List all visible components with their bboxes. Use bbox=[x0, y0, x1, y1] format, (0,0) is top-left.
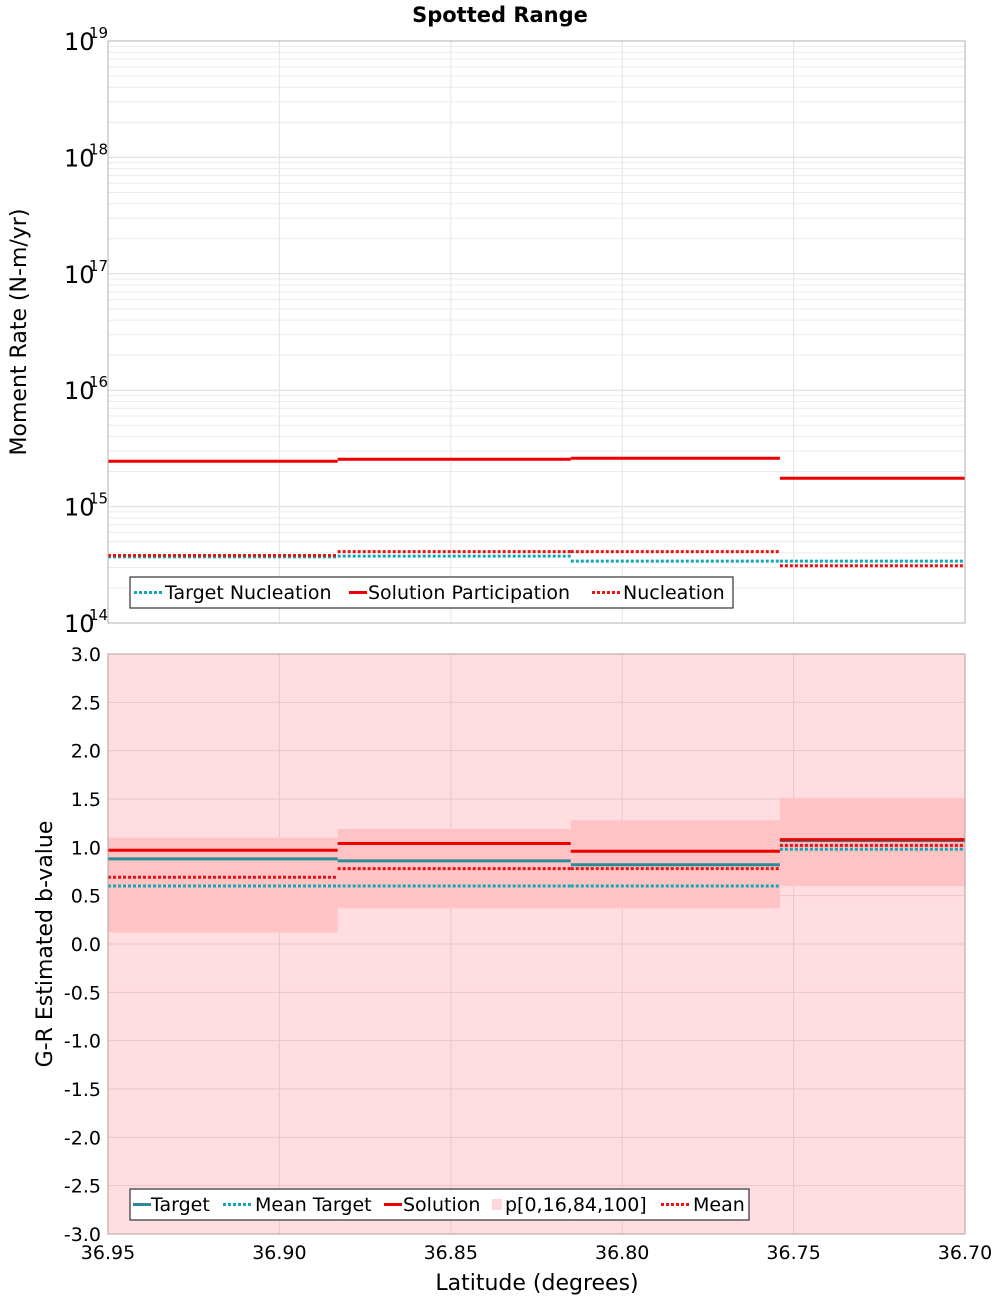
bottom-y-tick-label: -1.0 bbox=[64, 1031, 101, 1053]
top-plot-area bbox=[108, 41, 965, 623]
bottom-legend: Target Mean Target Solution p[0,16,84,100] M… bbox=[129, 1188, 750, 1221]
top-y-tick-label-exponent: 16 bbox=[89, 373, 108, 391]
top-y-tick-label-exponent: 17 bbox=[89, 257, 108, 275]
bottom-plot-frame bbox=[107, 653, 966, 1235]
bottom-y-tick-label: 2.0 bbox=[71, 741, 101, 763]
bottom-y-tick-label: 3.0 bbox=[71, 644, 101, 666]
bottom-legend-label: Target bbox=[150, 1194, 210, 1216]
bottom-panel: 3.0 2.5 2.0 1.5 1.0 0.5 0.0 -0.5 -1.0 -1.5 -2.0 -2.… bbox=[64, 644, 992, 1264]
chart-title: Spotted Range bbox=[412, 3, 588, 27]
top-y-tick-label-exponent: 18 bbox=[89, 140, 108, 158]
top-legend-box bbox=[129, 576, 734, 609]
bottom-y-tick-label: 1.0 bbox=[71, 837, 101, 859]
x-tick-label: 36.80 bbox=[595, 1242, 649, 1264]
x-tick-label: 36.95 bbox=[81, 1242, 135, 1264]
bottom-y-tick-label: -3.0 bbox=[64, 1224, 101, 1246]
x-tick-label: 36.70 bbox=[938, 1242, 992, 1264]
top-series-nucleation bbox=[108, 550, 965, 568]
bottom-y-tick-label: -1.5 bbox=[64, 1079, 101, 1101]
top-y-axis-label: Moment Rate (N-m/yr) bbox=[7, 209, 32, 456]
bottom-y-tick-label: 0.5 bbox=[71, 886, 101, 908]
x-axis-label: Latitude (degrees) bbox=[435, 1271, 638, 1296]
top-legend-label: Nucleation bbox=[623, 582, 725, 604]
bottom-series-mean-target bbox=[108, 847, 965, 888]
top-y-tick-label-base: 10 bbox=[64, 144, 95, 172]
top-legend-label: Target Nucleation bbox=[164, 582, 332, 604]
top-y-tick-label-exponent: 14 bbox=[89, 606, 108, 624]
top-plot-frame bbox=[107, 40, 966, 624]
top-legend: Target Nucleation Solution Participation N… bbox=[129, 576, 734, 609]
top-y-tick-label-base: 10 bbox=[64, 261, 95, 289]
x-tick-label: 36.75 bbox=[766, 1242, 820, 1264]
bottom-y-tick-label: 0.0 bbox=[71, 934, 101, 956]
bottom-legend-label: Mean bbox=[693, 1194, 745, 1216]
top-legend-label: Solution Participation bbox=[368, 582, 570, 604]
top-series-solution-participation bbox=[108, 456, 965, 480]
bottom-y-axis-label: G-R Estimated b-value bbox=[33, 821, 58, 1068]
bottom-legend-label: p[0,16,84,100] bbox=[505, 1194, 647, 1216]
bottom-y-tick-label: -2.5 bbox=[64, 1176, 101, 1198]
bottom-y-tick-label: 1.5 bbox=[71, 789, 101, 811]
bottom-y-tick-label: -0.5 bbox=[64, 982, 101, 1004]
bottom-legend-swatch bbox=[492, 1199, 502, 1210]
top-y-tick-label-base: 10 bbox=[64, 494, 95, 522]
bottom-series-solution bbox=[108, 838, 965, 853]
top-y-tick-label-exponent: 15 bbox=[89, 490, 108, 508]
bottom-y-tick-label: 2.5 bbox=[71, 692, 101, 714]
bottom-series-mean bbox=[108, 843, 965, 879]
x-tick-label: 36.90 bbox=[252, 1242, 306, 1264]
bottom-y-tick-label: -2.0 bbox=[64, 1127, 101, 1149]
top-y-tick-label-base: 10 bbox=[64, 610, 95, 638]
top-y-tick-label-base: 10 bbox=[64, 28, 95, 56]
bottom-legend-label: Mean Target bbox=[255, 1194, 372, 1216]
bottom-legend-label: Solution bbox=[403, 1194, 480, 1216]
top-y-tick-label-exponent: 19 bbox=[89, 24, 108, 42]
top-y-tick-label-base: 10 bbox=[64, 377, 95, 405]
x-tick-label: 36.85 bbox=[424, 1242, 478, 1264]
